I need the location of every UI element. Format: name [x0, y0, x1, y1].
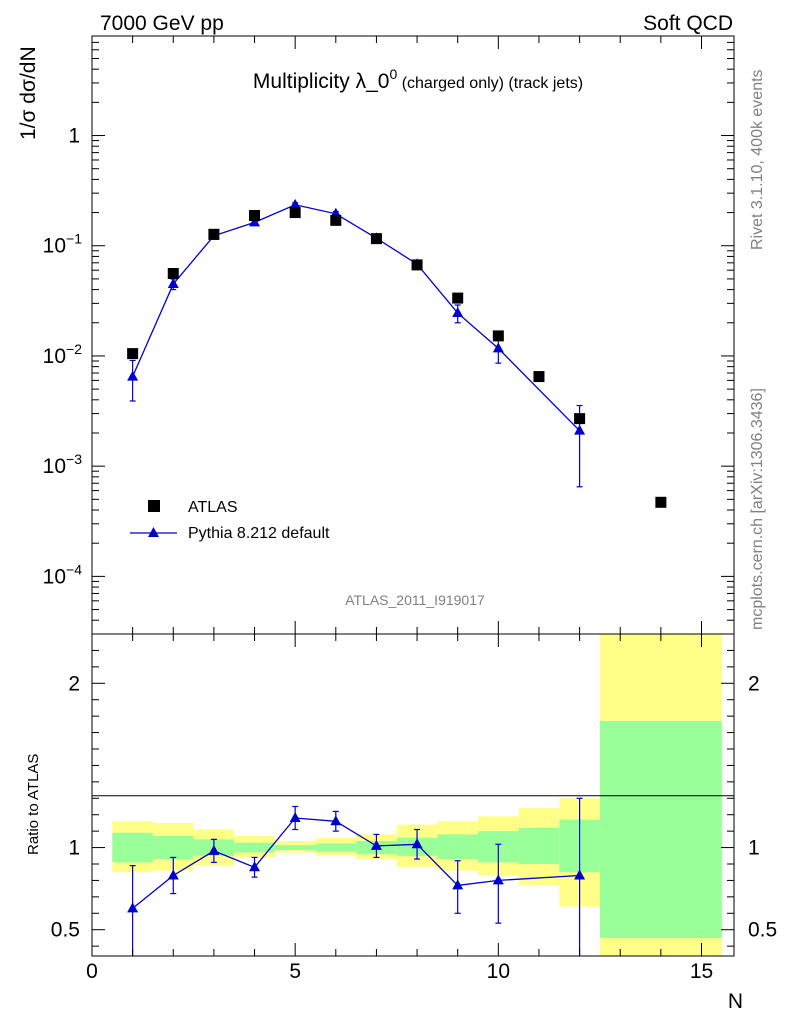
mc-data-point: [249, 216, 261, 227]
category-label: Soft QCD: [643, 12, 733, 35]
ratio-data-point: [289, 812, 301, 822]
tick-exponent: −4: [66, 561, 82, 577]
ratio-y-tick-label-right: 2: [748, 672, 760, 695]
tick-base: 10: [43, 455, 66, 478]
main-y-tick-label: 10−2: [43, 341, 83, 368]
plot-title-suffix: (charged only) (track jets): [397, 75, 583, 92]
atlas-data-point: [411, 259, 423, 271]
plot-title-main: Multiplicity λ_0: [253, 70, 390, 93]
ratio-y-axis-label: Ratio to ATLAS: [25, 754, 42, 855]
mc-data-point: [167, 277, 179, 288]
ratio-inner-band: [518, 827, 560, 864]
mc-data-point: [289, 198, 301, 209]
ratio-y-tick-label-right: 0.5: [748, 919, 777, 942]
main-panel: 10−410−310−210−11 1/σ dσ/dN Multiplicity…: [17, 35, 735, 635]
ratio-data-point: [330, 815, 342, 826]
x-tick-label: 5: [289, 960, 301, 983]
atlas-data-point: [167, 267, 179, 279]
main-y-tick-label: 1: [68, 125, 80, 148]
main-y-tick-label: 10−3: [43, 451, 83, 478]
ratio-data-point: [411, 838, 423, 849]
ratio-data-point: [208, 844, 220, 855]
ratio-data-point: [370, 839, 382, 850]
ratio-data-point: [574, 869, 586, 880]
x-axis-label: N: [728, 990, 743, 1013]
atlas-data-point: [330, 214, 342, 226]
main-data-layer: [127, 198, 667, 508]
plot-title-superscript: 0: [389, 66, 397, 82]
ratio-inner-band: [234, 842, 275, 853]
legend-mc-label: Pythia 8.212 default: [188, 525, 330, 542]
ratio-inner-band: [437, 834, 479, 860]
legend-data-label: ATLAS: [188, 499, 238, 516]
ratio-data-point: [127, 902, 139, 913]
x-tick-label: 15: [690, 960, 713, 983]
collision-energy-label: 7000 GeV pp: [100, 12, 224, 35]
atlas-data-point: [289, 207, 301, 219]
legend-mc-marker: [148, 527, 159, 537]
main-axis-ticks: [91, 35, 734, 635]
ratio-inner-band: [152, 836, 194, 860]
legend-data-marker: [148, 500, 160, 512]
ratio-inner-band: [112, 832, 153, 863]
atlas-data-point: [533, 371, 545, 383]
main-y-tick-label: 10−4: [43, 561, 83, 588]
tick-base: 10: [43, 565, 66, 588]
source-note: mcplots.cern.ch [arXiv:1306.3436]: [749, 388, 766, 630]
plot-title: Multiplicity λ_00 (charged only) (track …: [253, 66, 583, 93]
mc-data-point: [492, 342, 504, 353]
atlas-data-point: [127, 348, 139, 360]
mc-series-line: [132, 204, 581, 432]
mc-data-point: [127, 370, 139, 381]
ratio-data-point: [249, 861, 261, 872]
ratio-data-point: [492, 874, 504, 885]
tick-exponent: −1: [66, 231, 82, 247]
ratio-data-point: [452, 879, 464, 890]
atlas-data-point: [655, 496, 667, 508]
ratio-y-tick-label-right: 1: [748, 837, 760, 860]
ratio-data-point: [167, 869, 179, 880]
atlas-data-point: [208, 228, 220, 240]
atlas-data-point: [492, 330, 504, 342]
main-y-tick-label: 10−1: [43, 231, 83, 258]
tick-base: 10: [43, 235, 66, 258]
x-tick-label: 0: [86, 960, 98, 983]
main-y-axis-label: 1/σ dσ/dN: [17, 46, 40, 140]
ratio-uncertainty-bands: [112, 634, 722, 956]
ratio-axis-ticks: [91, 633, 734, 956]
ratio-tick-labels: 0.5 0.5 1 1 2 2: [51, 672, 777, 941]
mc-data-point: [452, 307, 464, 318]
ratio-y-tick-label-left: 0.5: [51, 919, 80, 942]
ratio-panel: 0.5 0.5 1 1 2 2 Ratio to ATLAS 0 5 10 15 N: [25, 633, 777, 1013]
x-tick-labels: 0 5 10 15: [86, 960, 713, 983]
x-tick-label: 10: [487, 960, 510, 983]
atlas-data-point: [574, 413, 586, 425]
analysis-id-label: ATLAS_2011_I919017: [345, 592, 485, 608]
main-plot-frame: [91, 35, 735, 635]
tick-base: 10: [43, 345, 66, 368]
atlas-data-point: [249, 210, 261, 222]
ratio-inner-band: [315, 843, 357, 852]
tick-exponent: −2: [66, 341, 82, 357]
rivet-version-note: Rivet 3.1.10, 400k events: [749, 69, 766, 250]
legend: ATLAS Pythia 8.212 default: [130, 499, 330, 542]
main-y-tick-labels: 10−410−310−210−11: [43, 125, 83, 589]
ratio-inner-band: [274, 845, 316, 851]
atlas-data-point: [452, 292, 464, 304]
atlas-data-point: [370, 233, 382, 245]
tick-exponent: −3: [66, 451, 82, 467]
mc-data-point: [574, 424, 586, 435]
ratio-y-tick-label-left: 2: [68, 672, 80, 695]
ratio-inner-band: [599, 721, 722, 938]
ratio-y-tick-label-left: 1: [68, 837, 80, 860]
ratio-data-layer: [127, 797, 586, 956]
ratio-plot-frame: [91, 633, 735, 957]
